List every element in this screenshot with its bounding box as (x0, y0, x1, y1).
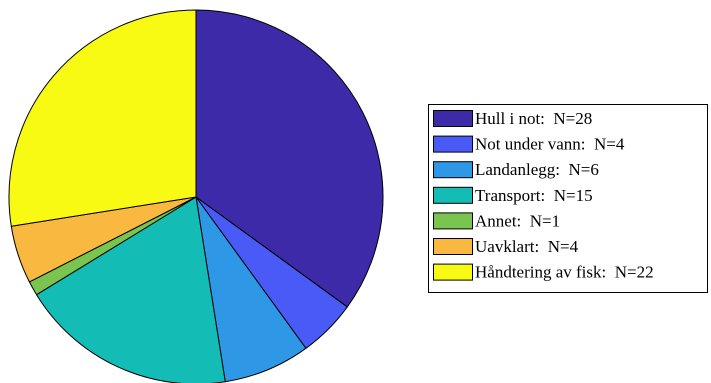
legend-swatch-2 (433, 135, 473, 153)
legend-label-1: Hull i not: N=28 (475, 109, 592, 128)
legend-swatch-5 (433, 212, 473, 230)
pie-slice-7 (8, 9, 197, 227)
legend-swatch-3 (433, 161, 473, 179)
legend-label-7: Håndtering av fisk: N=22 (475, 263, 654, 282)
pie-slice-1 (195, 9, 384, 308)
pie-slices (8, 9, 384, 383)
pie-slice-4 (36, 196, 226, 383)
legend-box (428, 104, 708, 293)
legend-label-2: Not under vann: N=4 (475, 135, 625, 154)
legend-label-3: Landanlegg: N=6 (475, 160, 599, 179)
legend-swatch-4 (433, 186, 473, 204)
legend-label-4: Transport: N=15 (475, 186, 593, 205)
legend-label-5: Annet: N=1 (475, 211, 560, 230)
legend: Hull i not: N=28 Not under vann: N=4 Landa… (428, 104, 708, 293)
legend-swatch-6 (433, 238, 473, 255)
legend-label-6: Uavklart: N=4 (475, 237, 579, 256)
legend-swatch-1 (433, 110, 473, 127)
legend-swatch-7 (433, 263, 473, 281)
